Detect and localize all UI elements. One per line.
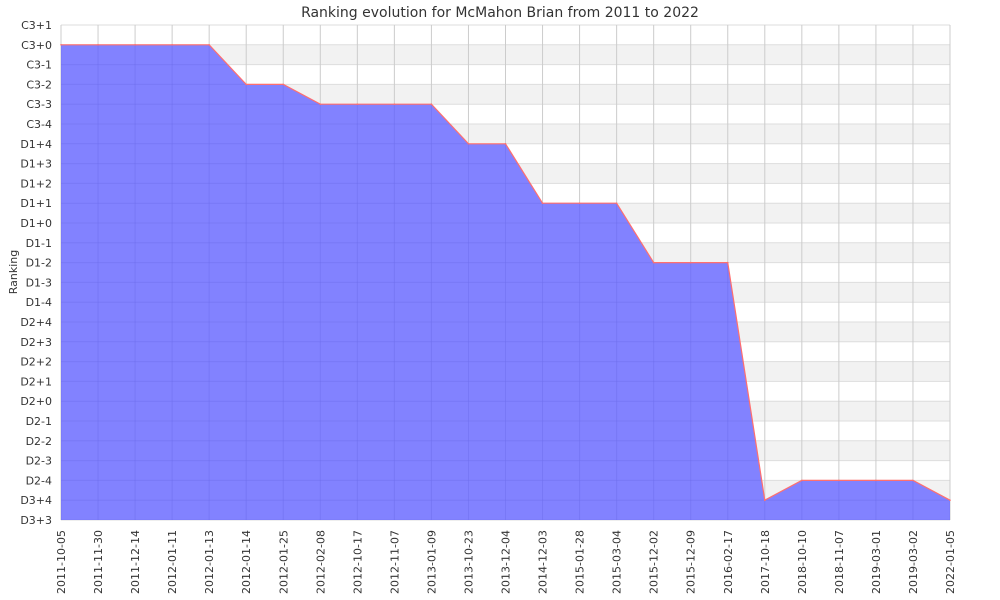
y-tick-label: C3-1	[26, 59, 52, 72]
x-tick-label: 2018-11-07	[833, 530, 846, 594]
x-tick-label: 2012-01-25	[277, 530, 290, 594]
y-tick-label: D1-4	[26, 296, 52, 309]
y-tick-label: D1+3	[20, 158, 52, 171]
data-point	[689, 261, 692, 264]
y-axis-label: Ranking	[7, 250, 20, 295]
ranking-area	[61, 44, 950, 521]
x-tick-label: 2018-10-10	[796, 530, 809, 594]
y-tick-label: D2+2	[20, 356, 52, 369]
y-tick-label: D3+4	[20, 494, 52, 507]
data-point	[615, 202, 618, 204]
data-point	[282, 83, 285, 86]
x-tick-label: 2013-10-23	[462, 530, 475, 594]
x-tick-label: 2012-01-14	[240, 530, 253, 594]
data-point	[171, 44, 173, 46]
x-tick-label: 2015-01-28	[574, 530, 587, 594]
x-tick-label: 2013-01-09	[425, 530, 438, 594]
x-tick-label: 2013-12-04	[500, 530, 513, 594]
y-tick-label: C3+1	[21, 19, 52, 32]
x-tick-label: 2012-11-07	[388, 530, 401, 594]
y-tick-label: C3-2	[26, 78, 52, 91]
data-point	[578, 202, 581, 204]
data-point	[245, 83, 248, 86]
y-tick-label: C3-3	[26, 98, 52, 111]
data-point	[541, 202, 544, 204]
y-tick-label: D1-2	[26, 257, 52, 270]
data-point	[134, 44, 136, 46]
chart-title: Ranking evolution for McMahon Brian from…	[301, 5, 699, 21]
data-point	[504, 143, 507, 145]
y-tick-label: D1-3	[26, 276, 52, 289]
data-point	[801, 479, 803, 482]
y-tick-label: D1+1	[20, 197, 52, 210]
x-tick-label: 2012-10-17	[351, 530, 364, 594]
y-tick-label: D2+0	[20, 395, 52, 408]
data-point	[652, 261, 655, 264]
x-tick-label: 2014-12-03	[537, 530, 550, 594]
y-tick-label: D2+3	[20, 336, 52, 349]
y-tick-label: D2-1	[26, 415, 52, 428]
x-tick-label: 2011-11-30	[92, 530, 105, 594]
x-tick-label: 2012-01-11	[166, 530, 179, 594]
x-tick-label: 2016-02-17	[722, 530, 735, 594]
data-point	[726, 261, 729, 264]
y-tick-label: D3+3	[20, 514, 52, 527]
y-tick-label: D2+1	[20, 375, 52, 388]
x-tick-label: 2012-02-08	[314, 530, 327, 594]
x-tick-label: 2011-10-05	[55, 530, 68, 594]
x-tick-label: 2019-03-01	[870, 530, 883, 594]
x-tick-label: 2019-03-02	[907, 530, 920, 594]
x-tick-label: 2012-01-13	[203, 530, 216, 594]
x-tick-label: 2015-03-04	[611, 530, 624, 594]
data-point	[875, 479, 877, 482]
data-point	[949, 499, 951, 502]
x-tick-label: 2022-01-05	[944, 530, 957, 594]
data-point	[430, 103, 433, 105]
x-tick-label: 2015-12-09	[685, 530, 698, 594]
data-point	[467, 143, 470, 145]
x-tick-label: 2011-12-14	[129, 530, 142, 594]
y-tick-label: D1+0	[20, 217, 52, 230]
x-tick-label: 2017-10-18	[759, 530, 772, 594]
y-tick-label: D2-3	[26, 455, 52, 468]
data-point	[912, 479, 914, 482]
y-axis: D3+3 D3+4 D2-4 D2-3 D2-2 D2-1 D2+0 D2+1 D2+2 D2+3…	[20, 19, 52, 527]
y-tick-label: D1-1	[26, 237, 52, 250]
data-point	[838, 479, 840, 482]
data-point	[356, 103, 359, 105]
y-tick-label: D1+2	[20, 177, 52, 190]
y-tick-label: C3-4	[26, 118, 52, 131]
y-tick-label: D2+4	[20, 316, 52, 329]
y-tick-label: D1+4	[20, 138, 52, 151]
y-tick-label: D2-2	[26, 435, 52, 448]
data-point	[60, 44, 62, 46]
data-point	[319, 103, 322, 105]
x-axis: 2011-10-05 2011-11-30 2011-12-14 2012-01-11…	[55, 530, 957, 594]
data-point	[208, 44, 210, 46]
data-point	[97, 44, 99, 46]
y-tick-label: C3+0	[21, 39, 52, 52]
y-tick-label: D2-4	[26, 474, 52, 487]
data-point	[763, 499, 766, 502]
x-tick-label: 2015-12-02	[648, 530, 661, 594]
data-point	[393, 103, 396, 105]
